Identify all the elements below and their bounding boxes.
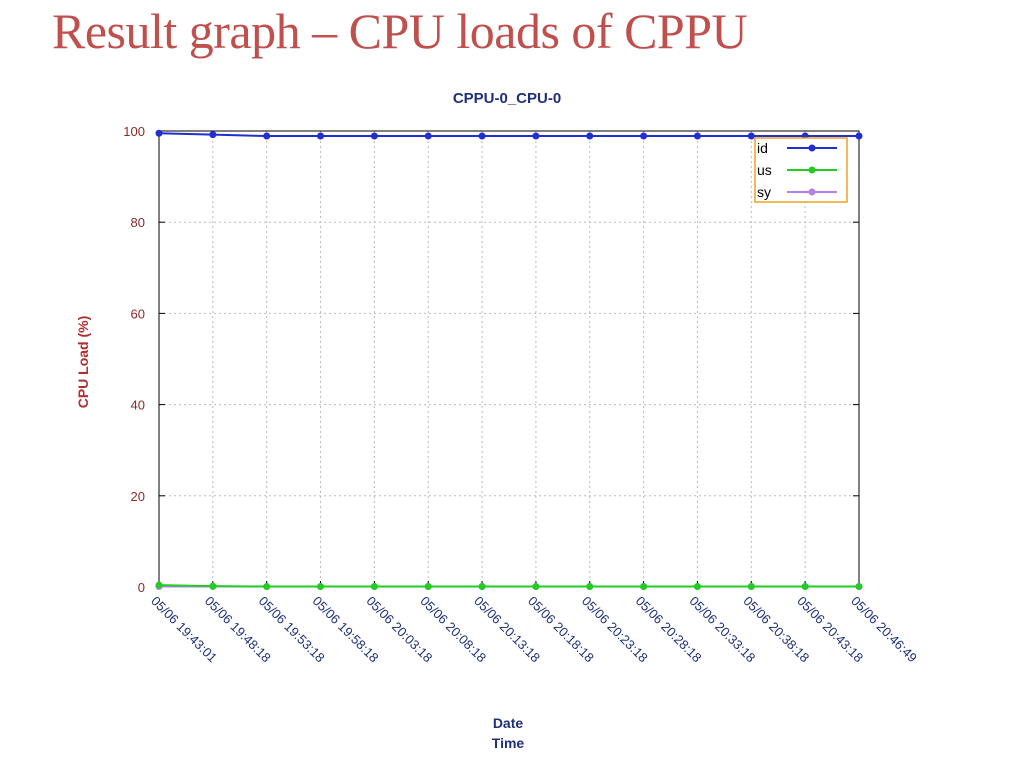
slide-title: Result graph – CPU loads of CPPU [52,3,748,59]
data-point-us [317,583,325,591]
data-point-id [370,132,378,140]
legend: id us sy [754,137,848,203]
data-point-id [747,132,755,140]
data-point-id [209,131,217,139]
data-point-id [478,132,486,140]
data-point-us [855,583,863,591]
series-us [155,581,863,591]
legend-marker-us [808,166,816,174]
y-tick-label: 60 [131,306,145,321]
data-point-us [424,583,432,591]
legend-label-id: id [757,140,768,156]
y-tick-label: 80 [131,215,145,230]
chart-title: CPPU-0_CPU-0 [453,90,561,107]
data-point-id [263,132,271,140]
data-point-us [801,583,809,591]
data-point-us [747,583,755,591]
series-line-id [158,132,859,138]
legend-marker-id [808,144,816,152]
data-point-id [640,132,648,140]
data-point-id [424,132,432,140]
data-point-us [370,583,378,591]
data-point-us [155,581,163,589]
data-point-id [586,132,594,140]
y-tick-label: 20 [131,489,145,504]
legend-marker-sy [808,188,816,196]
data-point-id [532,132,540,140]
y-tick-label: 0 [138,580,145,595]
legend-label-us: us [757,162,772,178]
data-point-us [478,583,486,591]
y-axis-title: CPU Load (%) [75,316,91,409]
data-point-id [155,129,163,137]
series-line-us [158,584,859,588]
data-point-id [855,132,863,140]
plot-frame [158,130,860,588]
grid-lines [159,131,859,587]
data-point-id [693,132,701,140]
y-tick-label: 100 [123,124,145,139]
legend-label-sy: sy [757,184,771,200]
data-point-us [693,583,701,591]
x-axis-title-date: Date [493,715,524,731]
y-tick-label: 40 [131,398,145,413]
data-point-us [263,583,271,591]
x-axis-title-time: Time [492,735,525,751]
y-axis-ticks: 0 20 40 60 80 100 [123,124,859,595]
data-point-us [640,583,648,591]
series-id [155,129,863,140]
data-point-us [586,583,594,591]
series-lines [155,129,863,591]
data-point-us [532,583,540,591]
data-point-id [317,132,325,140]
data-point-us [209,582,217,590]
